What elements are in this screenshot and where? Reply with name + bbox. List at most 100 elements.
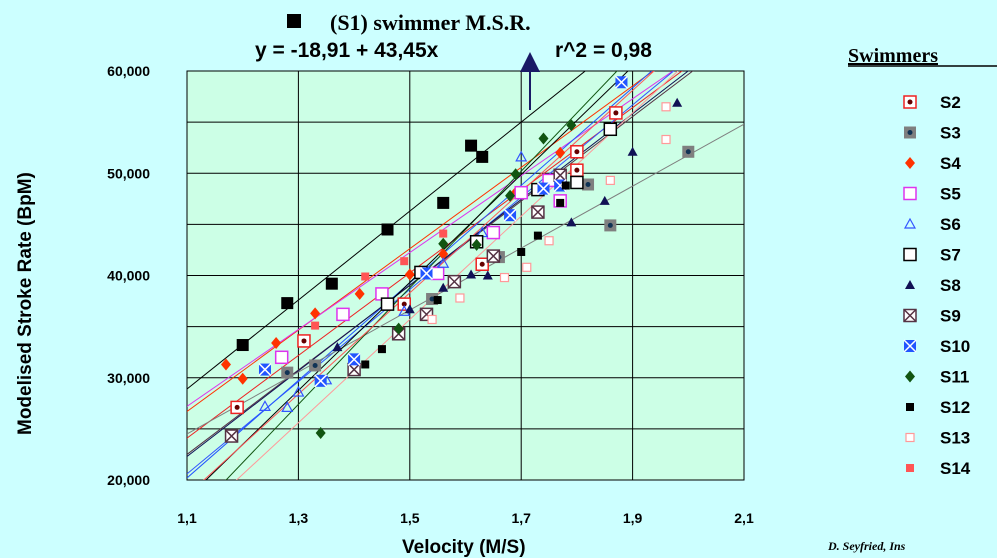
point-s11 xyxy=(315,426,326,439)
point-s11 xyxy=(538,132,549,145)
point-s14 xyxy=(439,229,448,238)
credit-text: D. Seyfried, Ins xyxy=(827,539,906,553)
regression-line xyxy=(187,123,744,435)
point-s12 xyxy=(533,231,542,240)
point-s13 xyxy=(455,293,465,303)
point-s12 xyxy=(433,296,442,305)
point-s2 xyxy=(297,334,311,348)
point-s4 xyxy=(310,307,321,320)
x-tick-label: 1,3 xyxy=(289,510,309,526)
point-s8 xyxy=(466,269,477,279)
point-s13 xyxy=(661,134,671,145)
point-s1 xyxy=(236,339,249,352)
point-s10 xyxy=(536,182,551,196)
point-s5 xyxy=(486,225,501,240)
point-s10 xyxy=(258,363,272,377)
point-s13 xyxy=(661,102,671,112)
point-s5 xyxy=(274,350,289,365)
legend: S2 S3 S4 S5 S6 S7 S8 S9 S10 S11 S12 S13 S14 xyxy=(903,93,971,478)
point-s4 xyxy=(354,287,365,300)
point-s7 xyxy=(603,122,618,137)
point-s1 xyxy=(476,150,489,163)
legend-marker-s5 xyxy=(903,186,917,201)
legend-marker-s6 xyxy=(903,217,917,229)
legend-marker-s11 xyxy=(905,370,915,383)
legend-marker-s3 xyxy=(904,126,916,139)
point-s6 xyxy=(515,150,528,162)
title-s1-marker xyxy=(287,14,301,28)
legend-title: Swimmers xyxy=(848,45,938,67)
regression-line xyxy=(205,71,629,480)
data-points xyxy=(220,75,695,443)
point-s8 xyxy=(438,282,449,292)
chart-title: (S1) swimmer M.S.R. xyxy=(330,10,531,35)
point-s6 xyxy=(437,256,450,268)
x-tick-label: 1,7 xyxy=(511,510,531,526)
point-s7 xyxy=(380,297,395,311)
point-s11 xyxy=(438,237,449,250)
x-axis-label: Velocity (M/S) xyxy=(402,537,526,558)
point-s2 xyxy=(475,257,489,272)
y-tick-label: 20,000 xyxy=(107,472,150,488)
point-s4 xyxy=(220,358,231,371)
regression-lines xyxy=(187,71,744,480)
legend-label-s11: S11 xyxy=(940,368,969,387)
point-s2 xyxy=(609,106,623,120)
point-s5 xyxy=(430,266,445,281)
legend-marker-s4 xyxy=(905,157,915,169)
x-tick-label: 1,1 xyxy=(177,510,197,526)
point-s7 xyxy=(570,175,584,190)
point-s12 xyxy=(556,198,565,207)
legend-label-s9: S9 xyxy=(940,307,961,326)
point-s9 xyxy=(347,362,361,377)
point-s1 xyxy=(381,223,394,236)
point-s14 xyxy=(361,272,370,281)
point-s4 xyxy=(555,146,566,159)
regression-line xyxy=(187,71,694,455)
point-s13 xyxy=(499,272,510,283)
y-tick-label: 60,000 xyxy=(107,63,150,79)
legend-label-s10: S10 xyxy=(940,337,970,356)
point-s8 xyxy=(566,217,577,227)
regression-line xyxy=(203,71,655,480)
legend-marker-s14 xyxy=(906,464,914,472)
point-s11 xyxy=(505,189,516,202)
point-s3 xyxy=(582,178,595,191)
point-s8 xyxy=(672,97,683,107)
point-s10 xyxy=(314,374,328,388)
point-s3 xyxy=(309,359,322,372)
x-axis-ticks: 1,1 1,3 1,5 1,7 1,9 2,1 xyxy=(177,510,754,526)
point-s11 xyxy=(393,322,404,335)
legend-label-s8: S8 xyxy=(940,276,961,295)
point-s12 xyxy=(561,181,570,190)
regression-line xyxy=(187,71,683,439)
point-s10 xyxy=(347,352,361,366)
point-s10 xyxy=(614,75,628,89)
legend-marker-s12 xyxy=(906,403,914,411)
grid-lines xyxy=(187,71,744,480)
point-s3 xyxy=(604,219,617,232)
x-tick-label: 1,5 xyxy=(400,510,420,526)
point-s8 xyxy=(599,195,610,205)
legend-label-s3: S3 xyxy=(940,124,961,143)
y-tick-label: 40,000 xyxy=(107,268,150,284)
legend-label-s6: S6 xyxy=(940,215,961,234)
point-s9 xyxy=(531,205,545,219)
point-s9 xyxy=(486,249,501,263)
point-s14 xyxy=(311,321,320,330)
point-s1 xyxy=(465,139,478,152)
regression-line xyxy=(187,71,653,479)
legend-marker-s8 xyxy=(905,280,915,289)
legend-label-s4: S4 xyxy=(940,154,961,173)
legend-label-s2: S2 xyxy=(940,93,961,112)
pointer-arrow-head xyxy=(520,52,540,72)
regression-line xyxy=(235,71,679,480)
point-s1 xyxy=(437,196,450,209)
legend-marker-s7 xyxy=(903,247,917,262)
legend-marker-s13 xyxy=(905,432,915,443)
y-tick-label: 50,000 xyxy=(107,165,150,181)
point-s4 xyxy=(237,372,248,385)
legend-marker-s9 xyxy=(903,308,917,323)
point-s2 xyxy=(570,145,584,159)
point-s4 xyxy=(404,268,415,281)
